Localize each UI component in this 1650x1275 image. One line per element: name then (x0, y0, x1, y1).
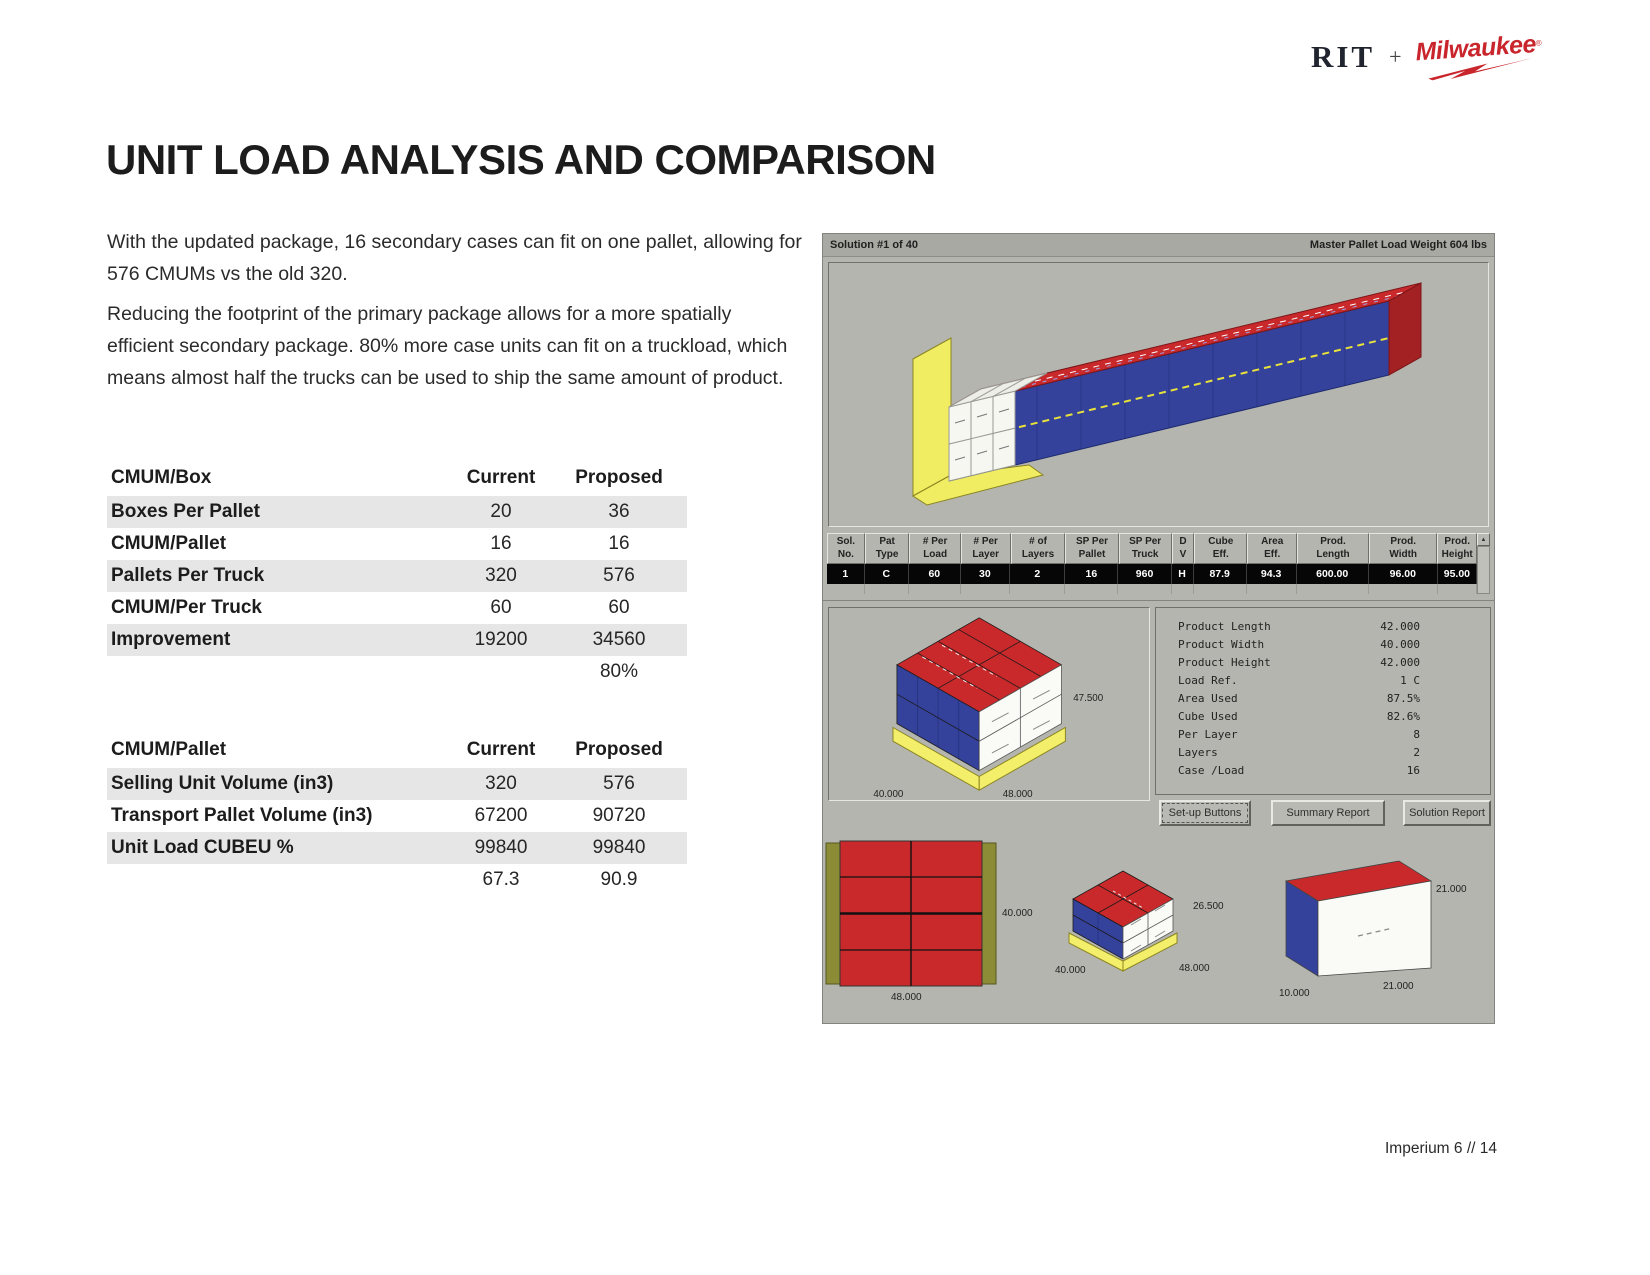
lightning-bolt-icon (1428, 58, 1532, 81)
dim-label-height: 47.500 (1073, 693, 1103, 704)
dim-label-height: 26.500 (1193, 901, 1224, 912)
grid-column-header: Sol. No. (827, 533, 865, 564)
grid-column-header: Prod. Length (1297, 533, 1369, 564)
info-row: Cube Used 82.6% (1178, 710, 1420, 723)
info-row: Area Used 87.5% (1178, 692, 1420, 705)
solution-counter: Solution #1 of 40 (830, 239, 919, 251)
table-row: CMUM/Per Truck 60 60 (111, 597, 630, 618)
pallet-analysis-app-window: 47.500 40.000 48.000 Product Length 42.00… (822, 600, 1495, 1024)
load-weight-label: Master Pallet Load Weight 604 lbs (1309, 239, 1487, 251)
intro-paragraph-1: With the updated package, 16 secondary c… (107, 231, 802, 285)
case-3d-view: 21.000 10.000 21.000 (1279, 860, 1467, 999)
pallet-top-view: 40.000 48.000 (825, 840, 1033, 1003)
scroll-up-icon[interactable]: ▲ (1477, 533, 1490, 546)
dim-label-width: 40.000 (1055, 965, 1086, 976)
truck-load-app-window: Solution #1 of 40 Master Pallet Load Wei… (822, 233, 1495, 605)
info-row: Product Width 40.000 (1178, 638, 1420, 651)
column-header: CMUM/Box (111, 467, 212, 488)
grid-column-header: Prod. Height (1437, 533, 1477, 564)
grid-column-header: Cube Eff. (1194, 533, 1248, 564)
dim-label-height: 21.000 (1436, 884, 1467, 895)
summary-report-button[interactable]: Summary Report (1271, 800, 1385, 826)
table-row: 80% (599, 661, 639, 682)
info-row: Layers 2 (1178, 746, 1420, 759)
grid-column-header: D V (1171, 533, 1195, 564)
pallet-3d-view: 47.500 40.000 48.000 (828, 607, 1150, 801)
table-row: Pallets Per Truck 320 576 (107, 560, 687, 592)
dim-label-width: 10.000 (1279, 988, 1310, 999)
app-titlebar: Solution #1 of 40 Master Pallet Load Wei… (823, 234, 1494, 257)
grid-column-header: Prod. Width (1368, 533, 1438, 564)
column-header: Proposed (575, 467, 663, 488)
grid-column-header: # Per Layer (960, 533, 1011, 564)
dim-label-width: 40.000 (873, 789, 903, 800)
load-info-panel: Product Length 42.000 Product Width 40.000… (1155, 607, 1491, 795)
info-row: Product Length 42.000 (1178, 620, 1420, 633)
info-row: Product Height 42.000 (1178, 656, 1420, 669)
table-header-row: CMUM/Box Current Proposed (107, 460, 687, 496)
truck-load-drawing (912, 282, 1422, 506)
dim-label-width: 40.000 (1002, 908, 1033, 919)
grid-column-header: # Per Load (909, 533, 961, 564)
table-header-row: CMUM/Pallet Current Proposed (107, 732, 687, 768)
dim-label-length: 21.000 (1383, 981, 1414, 992)
info-row: Load Ref. 1 C (1178, 674, 1420, 687)
table-row: Unit Load CUBEU % 99840 99840 (107, 832, 687, 864)
intro-paragraph-2: Reducing the footprint of the primary pa… (107, 303, 788, 389)
dim-label-length: 48.000 (1179, 963, 1210, 974)
setup-buttons-button[interactable]: Set-up Buttons (1159, 800, 1251, 826)
grid-column-header: # of Layers (1010, 533, 1066, 564)
table-row: Transport Pallet Volume (in3) 67200 9072… (111, 805, 646, 826)
solution-row-selected[interactable]: 1 C 60 30 2 16 960 H 87.9 94.3 600.00 96… (827, 564, 1478, 584)
table-row: 67.3 90.9 (482, 869, 638, 890)
grid-empty-row (827, 584, 1478, 594)
plus-sign: + (1389, 43, 1402, 69)
scrollbar-track[interactable] (1477, 546, 1490, 594)
dim-label-length: 48.000 (891, 992, 922, 1003)
milwaukee-logo: Milwaukee® (1414, 30, 1543, 82)
column-header: Current (466, 467, 536, 488)
header-logos: RIT + Milwaukee® (1310, 30, 1542, 81)
info-row: Per Layer 8 (1178, 728, 1420, 741)
column-header: Current (466, 739, 536, 760)
table-row: CMUM/Pallet 16 16 (111, 533, 630, 554)
rit-logo: RIT (1310, 38, 1376, 74)
table-row: Improvement 19200 34560 (107, 624, 687, 656)
grid-column-header: SP Per Pallet (1065, 533, 1119, 564)
page-footer: Imperium 6 // 14 (1385, 1140, 1497, 1157)
grid-column-header: SP Per Truck (1118, 533, 1172, 564)
cmum-pallet-table: CMUM/Pallet Current Proposed Selling Uni… (107, 732, 687, 896)
page-title: UNIT LOAD ANALYSIS AND COMPARISON (106, 136, 936, 183)
table-row: Boxes Per Pallet 20 36 (107, 496, 687, 528)
dim-label-length: 48.000 (1003, 789, 1033, 800)
grid-header-row: Sol. No. Pat Type # Per Load # Per Layer… (827, 533, 1477, 564)
table-row: Selling Unit Volume (in3) 320 576 (107, 768, 687, 800)
solution-grid: Sol. No. Pat Type # Per Load # Per Layer… (827, 533, 1490, 594)
info-row: Case /Load 16 (1178, 764, 1420, 777)
pallet-3d-drawing: 47.500 40.000 48.000 (873, 617, 1104, 800)
cmum-box-table: CMUM/Box Current Proposed Boxes Per Pall… (107, 460, 687, 688)
pallet-3d-small-view: 26.500 40.000 48.000 (1055, 870, 1224, 976)
solution-report-button[interactable]: Solution Report (1403, 800, 1491, 826)
truck-3d-view (828, 262, 1489, 527)
column-header: CMUM/Pallet (111, 739, 227, 760)
grid-column-header: Area Eff. (1247, 533, 1298, 564)
column-header: Proposed (575, 739, 663, 760)
registered-mark: ® (1534, 38, 1542, 48)
grid-column-header: Pat Type (864, 533, 910, 564)
